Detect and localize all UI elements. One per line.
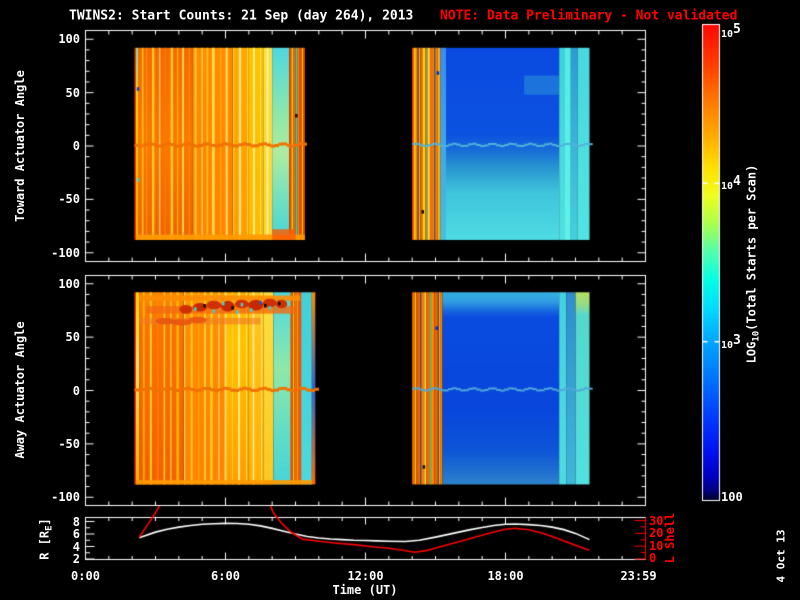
l-shell-axis-label: L Shell — [663, 512, 677, 564]
preliminary-note: NOTE: Data Preliminary - Not validated — [440, 8, 738, 24]
away-axis-label: Away Actuator Angle — [13, 321, 27, 459]
r-axis-label-close: ] — [37, 518, 52, 526]
toward-axis-label: Toward Actuator Angle — [13, 70, 27, 222]
colorbar-axis-label: LOG10(Total Starts per Scan) — [744, 165, 761, 364]
r-axis-label-sub: E — [44, 525, 55, 531]
time-axis-label: Time (UT) — [332, 583, 398, 597]
colorbar-label-log: LOG — [744, 341, 759, 364]
date-stamp: 4 Oct 13 — [774, 529, 788, 583]
colorbar-label-rest: (Total Starts per Scan) — [744, 164, 759, 331]
r-axis-label: R [RE] — [37, 518, 54, 560]
r-axis-label-text: R [R — [37, 530, 52, 560]
page-title: TWINS2: Start Counts: 21 Sep (day 264), … — [69, 8, 414, 24]
colorbar-label-sub: 10 — [751, 330, 762, 342]
